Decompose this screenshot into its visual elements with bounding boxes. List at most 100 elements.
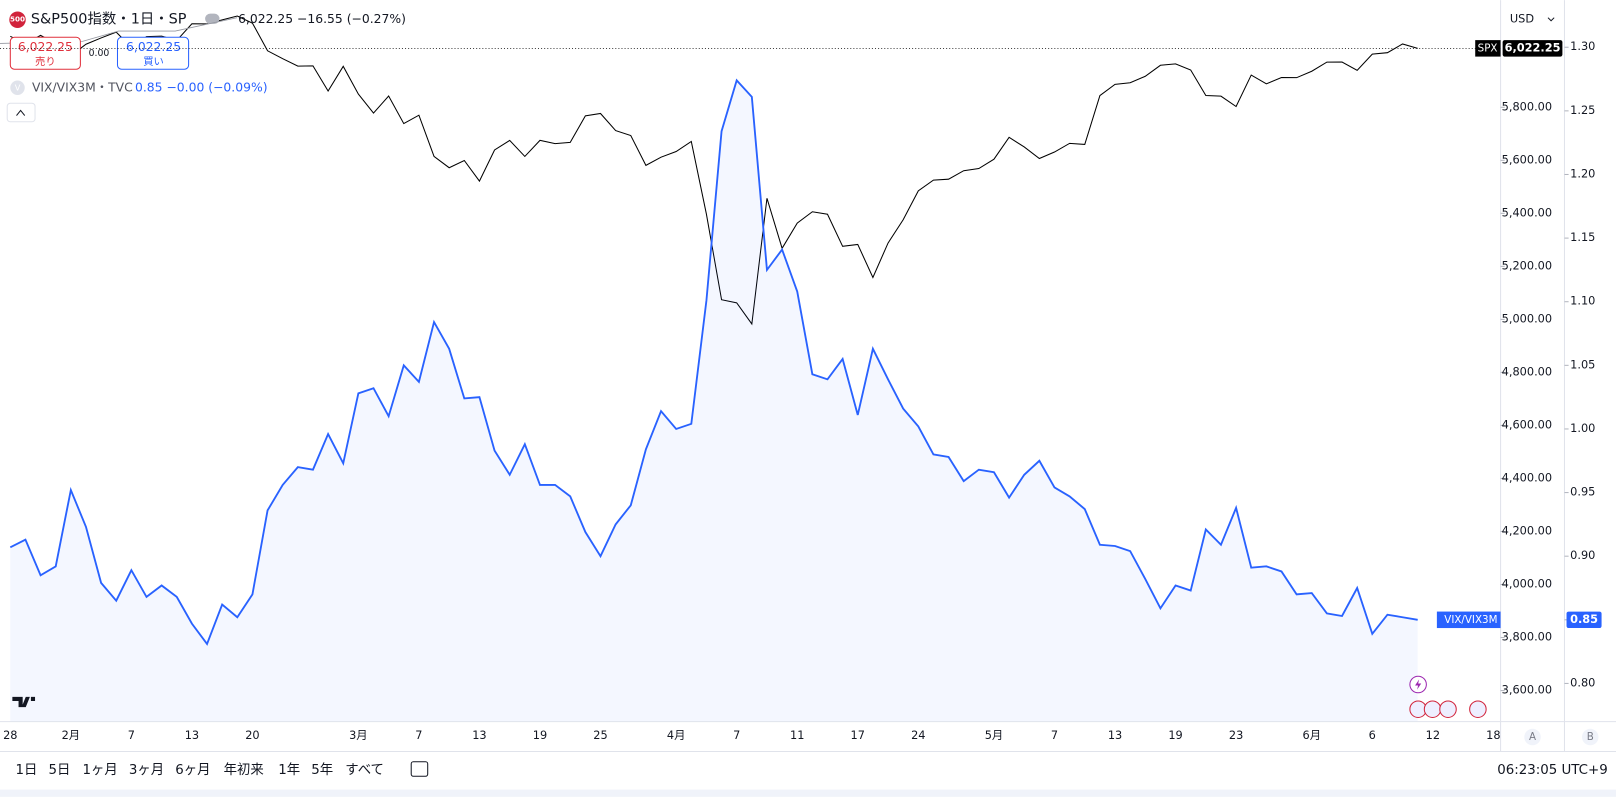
x-tick-label: 13	[185, 728, 199, 742]
collapse-button[interactable]	[6, 102, 36, 123]
series-line	[10, 15, 1418, 326]
x-tick-label: 6月	[1302, 728, 1321, 742]
x-tick-label: 7	[1051, 728, 1058, 742]
scale-button-label: B	[1587, 731, 1594, 743]
event-icon[interactable]	[1423, 700, 1442, 718]
range-button[interactable]: 3ヶ月	[129, 763, 164, 778]
date-range-icon[interactable]	[410, 761, 429, 777]
x-tick-label: 7	[415, 728, 422, 742]
y-tick-label: 3,800.00	[1502, 630, 1552, 644]
y-tick-label: 5,400.00	[1502, 205, 1552, 219]
y-tick-label: 4,800.00	[1502, 364, 1552, 378]
buy-label: 買い	[143, 56, 164, 68]
x-tick-label: 12	[1426, 728, 1440, 742]
x-tick-label: 4月	[667, 728, 686, 742]
scale-button[interactable]	[1581, 728, 1599, 746]
logo[interactable]	[12, 696, 36, 708]
y-tick-label: 4,400.00	[1502, 470, 1552, 484]
buy-price: 6,022.25	[126, 40, 181, 54]
series-tag-label: SPX	[1478, 42, 1498, 54]
overlay-title[interactable]: VIX/VIX3M・TVC	[32, 80, 133, 94]
scale-button-label: A	[1529, 731, 1536, 743]
market-status[interactable]	[205, 13, 220, 24]
event-icon[interactable]	[1469, 700, 1487, 718]
range-button[interactable]: 年初来	[224, 762, 264, 778]
buy-button[interactable]	[116, 36, 190, 70]
x-tick-label: 17	[851, 728, 865, 742]
plot-area	[9, 15, 1418, 722]
sell-button[interactable]	[9, 36, 81, 70]
y-tick-label: 4,200.00	[1502, 523, 1552, 537]
x-tick-label: 18	[1486, 728, 1500, 742]
x-tick-label: 7	[128, 728, 135, 742]
x-tick-label: 5月	[985, 728, 1004, 742]
x-tick-label: 25	[593, 728, 607, 742]
range-button[interactable]: すべて	[345, 762, 384, 778]
last-value-box	[1566, 611, 1602, 629]
series-area	[10, 80, 1418, 722]
y-tick-label: 3,600.00	[1502, 683, 1552, 697]
symbol-badge-text: 500	[10, 15, 25, 24]
legend-quote: 6,022.25 −16.55 (−0.27%)	[238, 12, 406, 26]
last-value-label: 0.85	[1570, 612, 1598, 626]
event-icon[interactable]	[1439, 700, 1457, 718]
y2-tick-label: 0.95	[1570, 485, 1595, 499]
y2-tick-label: 1.05	[1570, 357, 1595, 371]
event-icon-bolt	[1415, 679, 1422, 690]
series-line	[9, 78, 1418, 646]
overlay-badge-text: V	[15, 82, 21, 92]
y2-tick-label: 0.90	[1570, 548, 1595, 562]
y-tick-label: 5,800.00	[1502, 99, 1552, 113]
legend-title[interactable]: S&P500指数・1日・SP	[31, 11, 187, 28]
last-value-label: 6,022.25	[1505, 40, 1561, 54]
y2-tick-label: 1.00	[1570, 421, 1595, 435]
clock: 06:23:05 UTC+9	[1497, 763, 1608, 778]
currency: USD	[1510, 12, 1534, 26]
x-tick-label: 23	[1229, 728, 1243, 742]
y2-tick-label: 1.15	[1570, 230, 1595, 244]
chevron	[1547, 17, 1555, 22]
symbol-badge	[9, 11, 26, 28]
y2-tick-label: 1.10	[1570, 294, 1595, 308]
y-tick-label: 5,600.00	[1502, 152, 1552, 166]
scale-button[interactable]	[1524, 728, 1541, 746]
series-tag	[1436, 611, 1501, 629]
x-tick-label: 28	[3, 728, 17, 742]
y-tick-label: 5,200.00	[1502, 258, 1552, 272]
range-button[interactable]: 6ヶ月	[175, 763, 210, 778]
x-tick-label: 7	[733, 728, 740, 742]
sell-label: 売り	[35, 55, 56, 68]
sell-price: 6,022.25	[18, 40, 73, 54]
x-tick-label: 19	[533, 728, 547, 742]
x-tick-label: 3月	[349, 728, 368, 742]
range-button[interactable]: 1日	[15, 763, 37, 778]
spread: 0.00	[89, 48, 110, 59]
currency-button[interactable]	[1503, 7, 1561, 32]
range-toolbar: 1日 5日 1ヶ月 3ヶ月 6ヶ月 年初来 1年 5年 すべて	[15, 762, 383, 778]
x-tick-label: 19	[1168, 728, 1182, 742]
x-tick-label: 24	[911, 728, 925, 742]
y2-tick-label: 1.25	[1570, 103, 1595, 117]
x-tick-label: 2月	[62, 728, 81, 742]
y-tick-label: 5,000.00	[1502, 311, 1552, 325]
y2-tick-label: 1.20	[1570, 166, 1595, 180]
y-tick-label: 4,600.00	[1502, 417, 1552, 431]
series-tag-label: VIX/VIX3M	[1444, 614, 1497, 626]
collapse-icon	[16, 109, 26, 116]
y-tick-label: 4,000.00	[1502, 577, 1552, 591]
x-tick-label: 11	[790, 728, 804, 742]
bottom-bar	[0, 789, 1616, 797]
series-tag	[1475, 40, 1501, 57]
range-button[interactable]: 1年	[278, 762, 300, 778]
x-tick-label: 13	[472, 728, 486, 742]
y2-tick-label: 1.30	[1570, 39, 1595, 53]
x-tick-label: 6	[1369, 728, 1376, 742]
range-button[interactable]: 5日	[48, 763, 70, 778]
overlay-badge	[10, 80, 25, 95]
range-button[interactable]: 5年	[311, 762, 333, 778]
last-value-box	[1502, 40, 1563, 57]
x-tick-label: 20	[245, 728, 259, 742]
range-button[interactable]: 1ヶ月	[82, 763, 117, 778]
